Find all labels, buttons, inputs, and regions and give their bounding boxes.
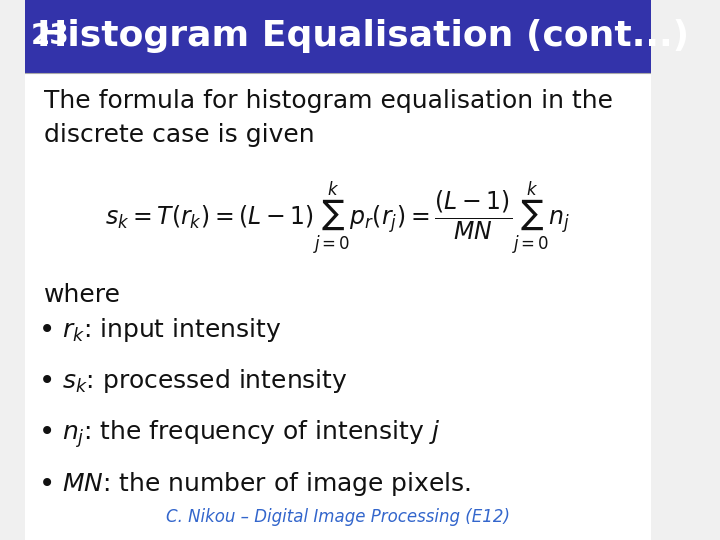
Text: C. Nikou – Digital Image Processing (E12): C. Nikou – Digital Image Processing (E12… bbox=[166, 509, 510, 526]
Text: •: • bbox=[39, 418, 55, 447]
Text: $n_j$: the frequency of intensity $j$: $n_j$: the frequency of intensity $j$ bbox=[63, 418, 440, 450]
Text: 23: 23 bbox=[30, 23, 69, 50]
Text: •: • bbox=[39, 470, 55, 498]
Text: The formula for histogram equalisation in the
discrete case is given: The formula for histogram equalisation i… bbox=[43, 89, 613, 146]
Text: •: • bbox=[39, 367, 55, 395]
Text: $r_k$: input intensity: $r_k$: input intensity bbox=[63, 316, 282, 344]
Text: where: where bbox=[43, 284, 120, 307]
Text: $MN$: the number of image pixels.: $MN$: the number of image pixels. bbox=[63, 470, 472, 498]
FancyBboxPatch shape bbox=[24, 0, 75, 73]
Text: Histogram Equalisation (cont...): Histogram Equalisation (cont...) bbox=[37, 19, 689, 53]
Text: $s_k$: processed intensity: $s_k$: processed intensity bbox=[63, 367, 348, 395]
Text: $s_k = T(r_k) = (L-1)\sum_{j=0}^{k} p_r(r_j) = \dfrac{(L-1)}{MN}\sum_{j=0}^{k} n: $s_k = T(r_k) = (L-1)\sum_{j=0}^{k} p_r(… bbox=[105, 180, 570, 258]
FancyBboxPatch shape bbox=[75, 0, 651, 73]
FancyBboxPatch shape bbox=[24, 73, 651, 540]
Text: •: • bbox=[39, 316, 55, 344]
